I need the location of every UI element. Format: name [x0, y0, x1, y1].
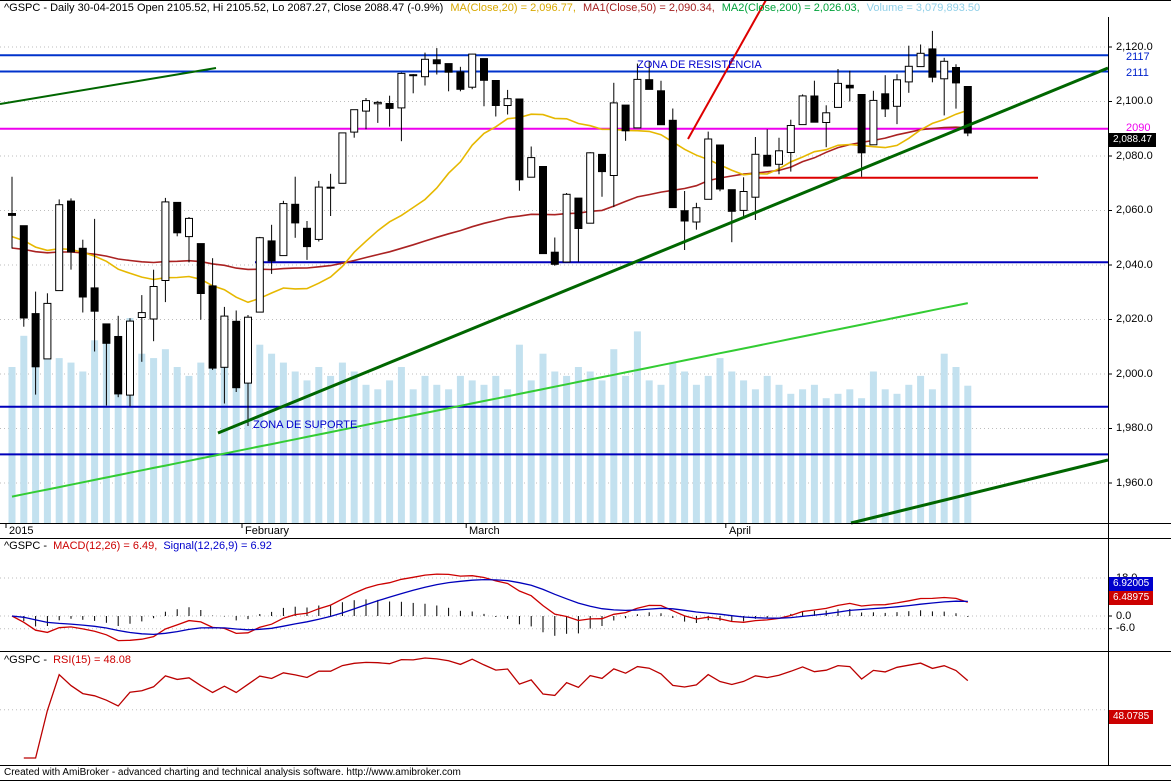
price-axis-label: 1,980.0 [1116, 422, 1153, 434]
resistance-zone-label: ZONA DE RESISTÊNCIA [637, 59, 762, 71]
price-axis-label: 1,960.0 [1116, 477, 1153, 489]
footer-credit: Created with AmiBroker - advanced charti… [4, 767, 461, 778]
title-ohlc-text: ^GSPC - Daily 30-04-2015 Open 2105.52, H… [4, 2, 444, 14]
x-axis-label-april: April [729, 525, 752, 537]
macd-value-box: 6.48975 [1109, 591, 1154, 605]
rsi-symbol: ^GSPC - [4, 654, 48, 666]
price-axis-label: 2,060.0 [1116, 204, 1153, 216]
last-price-box: 2,088.47 [1109, 133, 1156, 147]
macd-pane-title: ^GSPC - MACD(12,26) = 6.49, Signal(12,26,9… [4, 540, 278, 552]
x-axis-label-year: 2015 [9, 525, 34, 537]
ma50-line [11, 126, 968, 271]
volume-bars [8, 318, 972, 523]
title-ma20-value: MA(Close,20) = 2,096.77, [450, 2, 576, 14]
pivot-level-label-2090: 2090 [1126, 122, 1151, 134]
rsi-value-text: RSI(15) = 48.08 [53, 654, 132, 666]
price-axis-label: 2,120.0 [1116, 41, 1153, 53]
resistance-level-label-2117: 2117 [1126, 51, 1150, 63]
support-zone-label: ZONA DE SUPORTE [253, 419, 358, 431]
x-axis-label-march: March [469, 525, 500, 537]
price-axis-label: 2,000.0 [1116, 368, 1153, 380]
macd-value-text: MACD(12,26) = 6.49, [53, 540, 158, 552]
resistance-level-label-2111: 2111 [1126, 67, 1149, 79]
price-axis-label: 2,100.0 [1116, 95, 1153, 107]
ma200-line [11, 302, 968, 498]
price-axis-label: 2,040.0 [1116, 259, 1153, 271]
title-volume-value: Volume = 3,079,893.50 [866, 2, 981, 14]
x-axis-label-february: February [245, 525, 290, 537]
signal-value-box: 6.92005 [1109, 577, 1154, 591]
macd-lines [11, 573, 969, 642]
title-ma200-value: MA2(Close,200) = 2,026.03, [721, 2, 860, 14]
chart-title-bar: ^GSPC - Daily 30-04-2015 Open 2105.52, H… [4, 2, 987, 14]
signal-value-text: Signal(12,26,9) = 6.92 [163, 540, 272, 552]
title-ma50-value: MA1(Close,50) = 2,090.34, [582, 2, 715, 14]
rsi-line [23, 657, 969, 759]
price-axis-label: 2,020.0 [1116, 313, 1153, 325]
macd-gridlines [0, 577, 1108, 630]
price-gridlines [0, 46, 1108, 484]
price-axis-label: 2,080.0 [1116, 150, 1153, 162]
candles [8, 30, 972, 426]
macd-axis-label: -6.0 [1116, 622, 1135, 634]
macd-histogram [23, 599, 969, 636]
ma20-line [11, 109, 969, 304]
rsi-pane-title: ^GSPC - RSI(15) = 48.08 [4, 654, 137, 666]
macd-axis-label: 0.0 [1116, 610, 1132, 622]
rsi-value-box: 48.0785 [1109, 710, 1154, 724]
macd-symbol: ^GSPC - [4, 540, 48, 552]
axis-ticks [5, 46, 1112, 630]
trend-lines [0, 0, 1109, 525]
